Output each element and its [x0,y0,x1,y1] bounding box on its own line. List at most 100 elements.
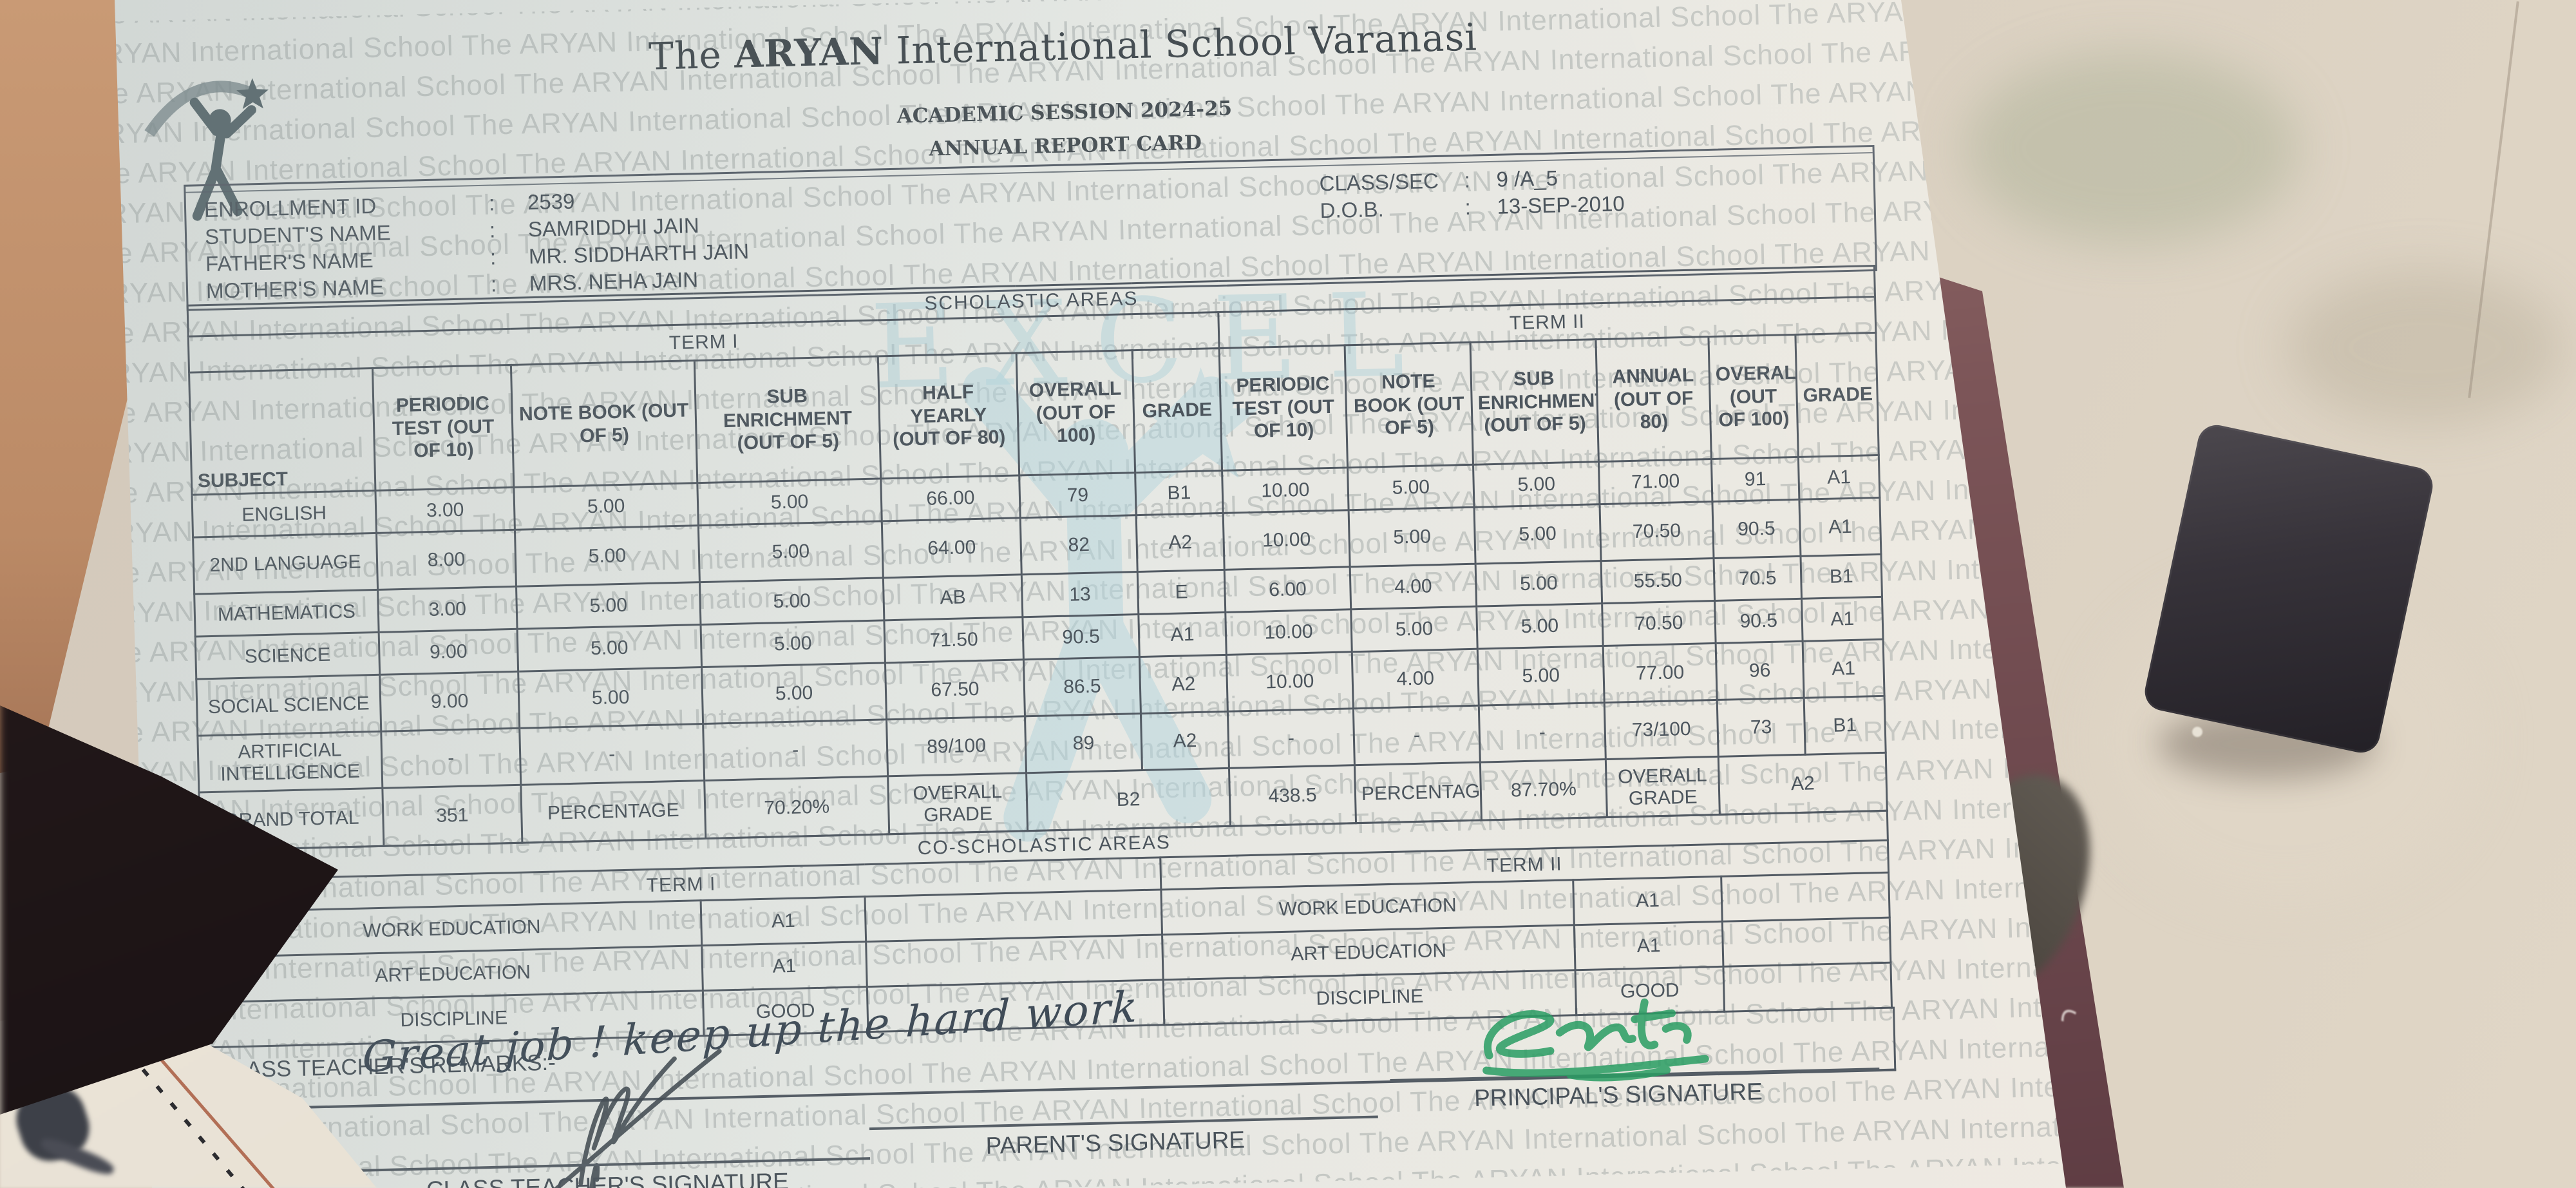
scholastic-title: SCHOLASTIC AREAS [187,265,1875,337]
col-t2-annual: ANNUAL (OUT OF 80) [1595,336,1712,462]
wall-smudge [1964,52,2299,245]
empty-cell [1721,872,1890,922]
col-t2-notebook: NOTE BOOK (OUT OF 5) [1345,342,1473,468]
t1-percentage-label: PERCENTAGE [520,780,706,843]
table-row: SCIENCE 9.00 5.00 5.00 71.50 90.5 A1 10.… [195,597,1884,680]
teacher-signature-label: CLASS TEACHER'S SIGNATURE [426,1168,790,1188]
cell: 77.00 [1603,643,1718,703]
student-info-box: ENROLLMENT ID : 2539 STUDENT'S NAME : SA… [184,144,1878,311]
empty-cell [867,979,1164,1032]
t2-total: 438.5 [1229,765,1356,827]
father-name-label: FATHER'S NAME [205,247,374,276]
student-name-label: STUDENT'S NAME [204,220,392,249]
watermark-text-row: The ARYAN International School The ARYAN… [115,1105,2576,1188]
remarks-strip [204,1006,1897,1111]
subject-social-science: SOCIAL SCIENCE [196,675,381,736]
separator: : [489,218,496,242]
cell: 5.00 [1349,507,1476,567]
cell: 5.00 [1474,504,1602,564]
cell: - [519,723,705,785]
col-t1-halfyearly: HALF YEARLY (OUT OF 80) [878,352,1019,479]
mother-name-value: MRS. NEHA JAIN [529,267,699,296]
cell: 3.00 [377,586,518,633]
table-row: WORK EDUCATION A1 WORK EDUCATION A1 [202,872,1890,957]
cell: 5.00 [1350,606,1478,652]
table-row: ENGLISH 3.00 5.00 5.00 66.00 79 B1 10.00… [192,455,1880,538]
empty-cell [1722,917,1891,967]
separator: : [490,272,497,296]
cell: A2 [1139,655,1228,714]
wall-smudge [2286,271,2563,425]
cell: 5.00 [1347,465,1475,510]
cell: A2 [1141,711,1229,771]
cell: 13 [1021,571,1139,617]
scholastic-table: SCHOLASTIC AREAS TERM I TERM II SUBJECT … [187,265,1888,852]
table-row: ARTIFICIAL INTELLIGENCE - - - 89/100 89 … [197,696,1886,793]
watermark-text-row: The ARYAN International School The ARYAN… [115,906,2576,1030]
cell: 5.00 [1473,461,1600,508]
cell: 89 [1025,713,1142,773]
academic-session: ACADEMIC SESSION 2024-25 [896,97,1233,128]
page-title: The ARYAN International School Varanasi [599,14,1527,80]
cell: 5.00 [700,620,886,667]
cell: 71.50 [884,617,1024,663]
col-t1-periodic: PERIODIC TEST (OUT OF 10) [372,365,514,491]
table-row: DISCIPLINE GOOD DISCIPLINE GOOD [204,963,1892,1048]
table-row: 2ND LANGUAGE 8.00 5.00 5.00 64.00 82 A2 … [193,497,1882,595]
watermark-text-row: The ARYAN International School The ARYAN… [115,945,2576,1069]
table-row: MATHEMATICS 3.00 5.00 5.00 AB 13 E 6.00 … [194,554,1882,637]
cell: 70.5 [1714,556,1802,601]
col-t1-subenrichment: SUB ENRICHMENT (OUT OF 5) [694,356,881,483]
col-t1-notebook: NOTE BOOK (OUT OF 5) [511,360,697,488]
cell: B1 [1800,554,1882,599]
watermark-text-row: The ARYAN International School The ARYAN… [115,306,2576,430]
title-school-name: ARYAN [734,29,884,77]
t1-discipline-grade: GOOD [703,986,868,1036]
col-t1-overall: OVERALL (OUT OF 100) [1016,350,1135,475]
t2-work-education-label: WORK EDUCATION [1160,879,1575,935]
cell: 64.00 [882,517,1022,578]
t2-overall-grade-label: OVERALL GRADE [1605,756,1720,818]
col-t1-grade: GRADE [1132,348,1222,473]
cell: E [1137,570,1226,615]
cell: 4.00 [1350,564,1477,609]
watermark-text-row: The ARYAN International School The ARYAN… [115,1025,2576,1149]
cell: 79 [1019,472,1137,518]
t2-work-education-grade: A1 [1573,876,1723,925]
t2-percentage: 87.70% [1480,759,1607,821]
cell: 5.00 [1476,603,1604,649]
subject-2nd-language: 2ND LANGUAGE [193,533,378,595]
cell: 67.50 [885,659,1025,720]
t2-percentage-label: PERCENTAGE [1354,762,1482,823]
school-logo-watermark-icon [962,367,1259,842]
cell: 10.00 [1226,651,1354,712]
watermark-text-row: The ARYAN International School The ARYAN… [115,986,2576,1110]
teacher-signature-scribble [540,1049,722,1188]
t2-discipline-grade: GOOD [1575,966,1725,1015]
cell: 96 [1716,641,1804,700]
watermark-text-row: The ARYAN International School The ARYAN… [115,226,2576,350]
title-suffix: International School Varanasi [883,15,1478,73]
principal-signature-label: PRINCIPAL'S SIGNATURE [1473,1078,1763,1111]
col-t2-overall: OVERALL (OUT OF 100) [1708,334,1799,459]
col-t2-subenrichment: SUB ENRICHMENT (OUT OF 5) [1470,339,1599,465]
term1-header: TERM I [188,312,1220,373]
empty-cell [865,889,1162,942]
enrollment-label: ENROLLMENT ID [204,193,377,222]
cell: 5.00 [697,478,882,526]
dob-value: 13-SEP-2010 [1497,191,1625,218]
cell: 5.00 [1477,646,1605,706]
parent-signature-line [869,1115,1378,1131]
cell: 5.00 [513,483,699,530]
t2-art-education-grade: A1 [1574,921,1723,970]
cell: B1 [1135,470,1224,515]
cell: 3.00 [375,487,515,533]
t1-discipline-label: DISCIPLINE [204,990,705,1048]
cell: 4.00 [1352,649,1479,709]
t2-art-education-label: ART EDUCATION [1162,925,1576,980]
cell: - [1227,708,1355,769]
principal-signature-scribble [1482,998,1709,1082]
grand-total-row: GRAND TOTAL 351 PERCENTAGE 70.20% OVERAL… [198,752,1888,850]
